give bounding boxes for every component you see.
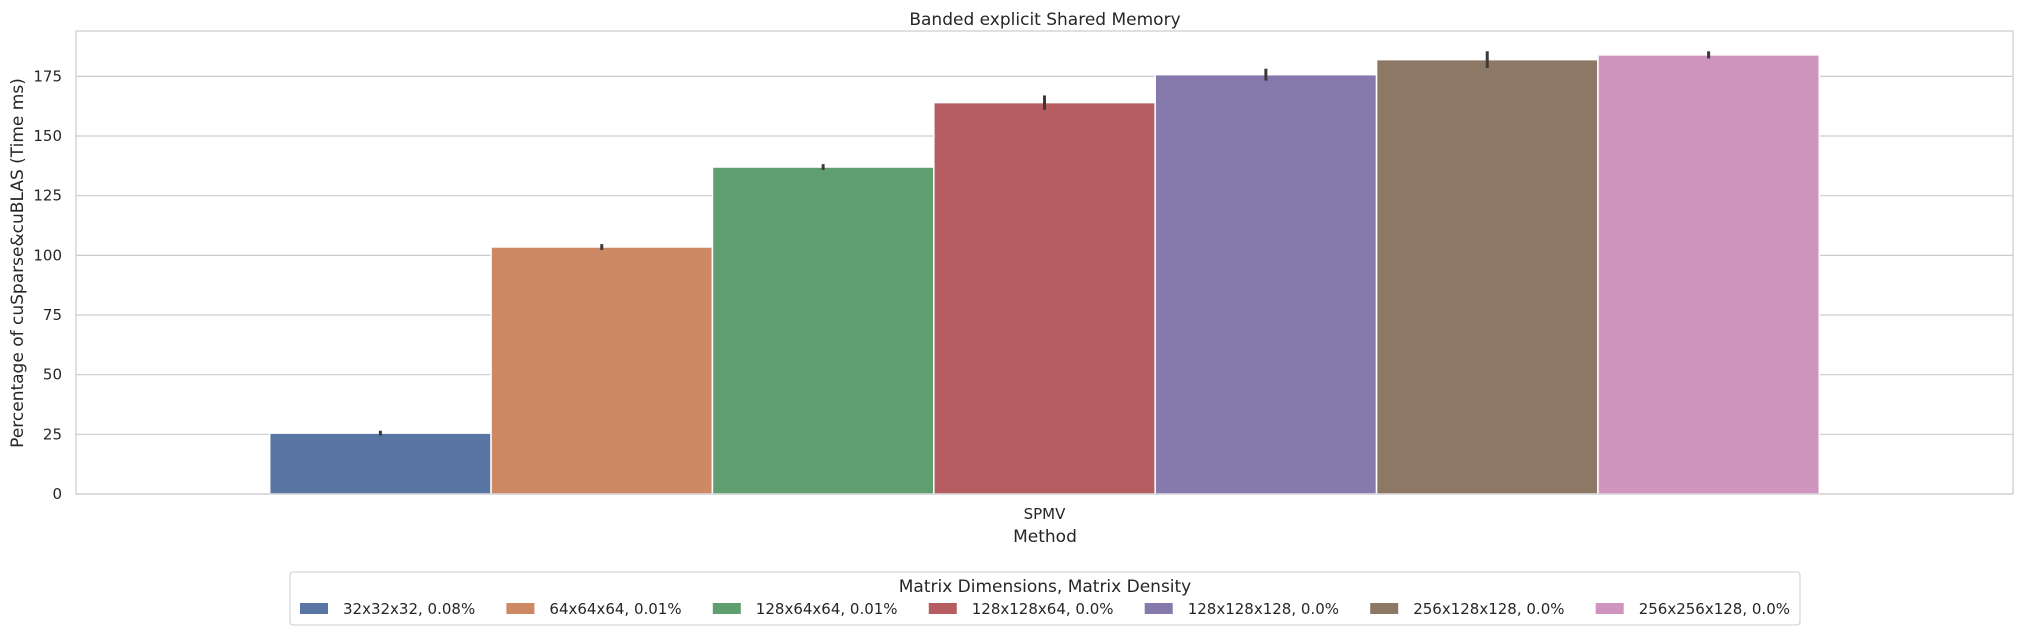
y-tick-label: 125 xyxy=(33,187,62,205)
bar xyxy=(711,166,935,495)
bars xyxy=(268,54,1821,495)
y-axis-title: Percentage of cuSparse&cuBLAS (Time ms) xyxy=(8,78,28,448)
legend-label: 256x128x128, 0.0% xyxy=(1413,600,1564,618)
y-tick-label: 175 xyxy=(33,67,62,85)
y-tick-label: 100 xyxy=(33,246,62,264)
bar xyxy=(933,101,1156,495)
x-axis-title: Method xyxy=(1013,527,1077,547)
legend-item: 128x128x64, 0.0% xyxy=(928,600,1114,618)
legend-item: 256x256x128, 0.0% xyxy=(1595,600,1790,618)
y-tick-label: 25 xyxy=(43,425,62,443)
y-tick-label: 50 xyxy=(43,366,62,384)
legend-label: 128x128x64, 0.0% xyxy=(972,600,1114,618)
bar xyxy=(1154,73,1378,495)
bar xyxy=(1375,58,1599,495)
error-bars xyxy=(378,51,1711,436)
legend-swatch xyxy=(1595,603,1624,614)
legend-swatch xyxy=(712,603,741,614)
legend-item: 64x64x64, 0.01% xyxy=(506,600,682,618)
legend-frame xyxy=(289,571,1801,626)
y-tick-label: 150 xyxy=(33,127,62,145)
y-tick-labels: 0 25 50 75 100 125 150 175 xyxy=(33,67,62,503)
y-tick-label: 0 xyxy=(52,485,62,503)
legend-swatch xyxy=(1144,603,1173,614)
legend-item: 128x128x128, 0.0% xyxy=(1144,600,1339,618)
x-tick-labels: SPMV xyxy=(1024,505,1067,523)
y-tick-label: 75 xyxy=(43,306,62,324)
bar xyxy=(490,246,714,495)
plot-frame xyxy=(75,30,2014,495)
legend-label: 32x32x32, 0.08% xyxy=(343,600,475,618)
bar xyxy=(1597,54,1821,495)
legend-label: 128x128x128, 0.0% xyxy=(1188,600,1339,618)
legend-label: 64x64x64, 0.01% xyxy=(549,600,681,618)
bar xyxy=(268,432,492,495)
legend-label: 128x64x64, 0.01% xyxy=(756,600,898,618)
legend-title: Matrix Dimensions, Matrix Density xyxy=(899,577,1192,597)
legend-swatch xyxy=(1370,603,1399,614)
legend-swatch xyxy=(506,603,535,614)
legend-items: 32x32x32, 0.08% 64x64x64, 0.01% 128x64x64,… xyxy=(300,600,1790,618)
x-tick-label: SPMV xyxy=(1024,505,1067,523)
chart-title: Banded explicit Shared Memory xyxy=(909,10,1180,30)
legend-label: 256x256x128, 0.0% xyxy=(1639,600,1790,618)
legend-item: 256x128x128, 0.0% xyxy=(1370,600,1565,618)
legend-item: 128x64x64, 0.01% xyxy=(712,600,898,618)
legend-item: 32x32x32, 0.08% xyxy=(300,600,475,618)
legend-swatch xyxy=(928,603,957,614)
legend-swatch xyxy=(300,603,328,614)
legend: Matrix Dimensions, Matrix Density 32x32x… xyxy=(289,571,1801,626)
